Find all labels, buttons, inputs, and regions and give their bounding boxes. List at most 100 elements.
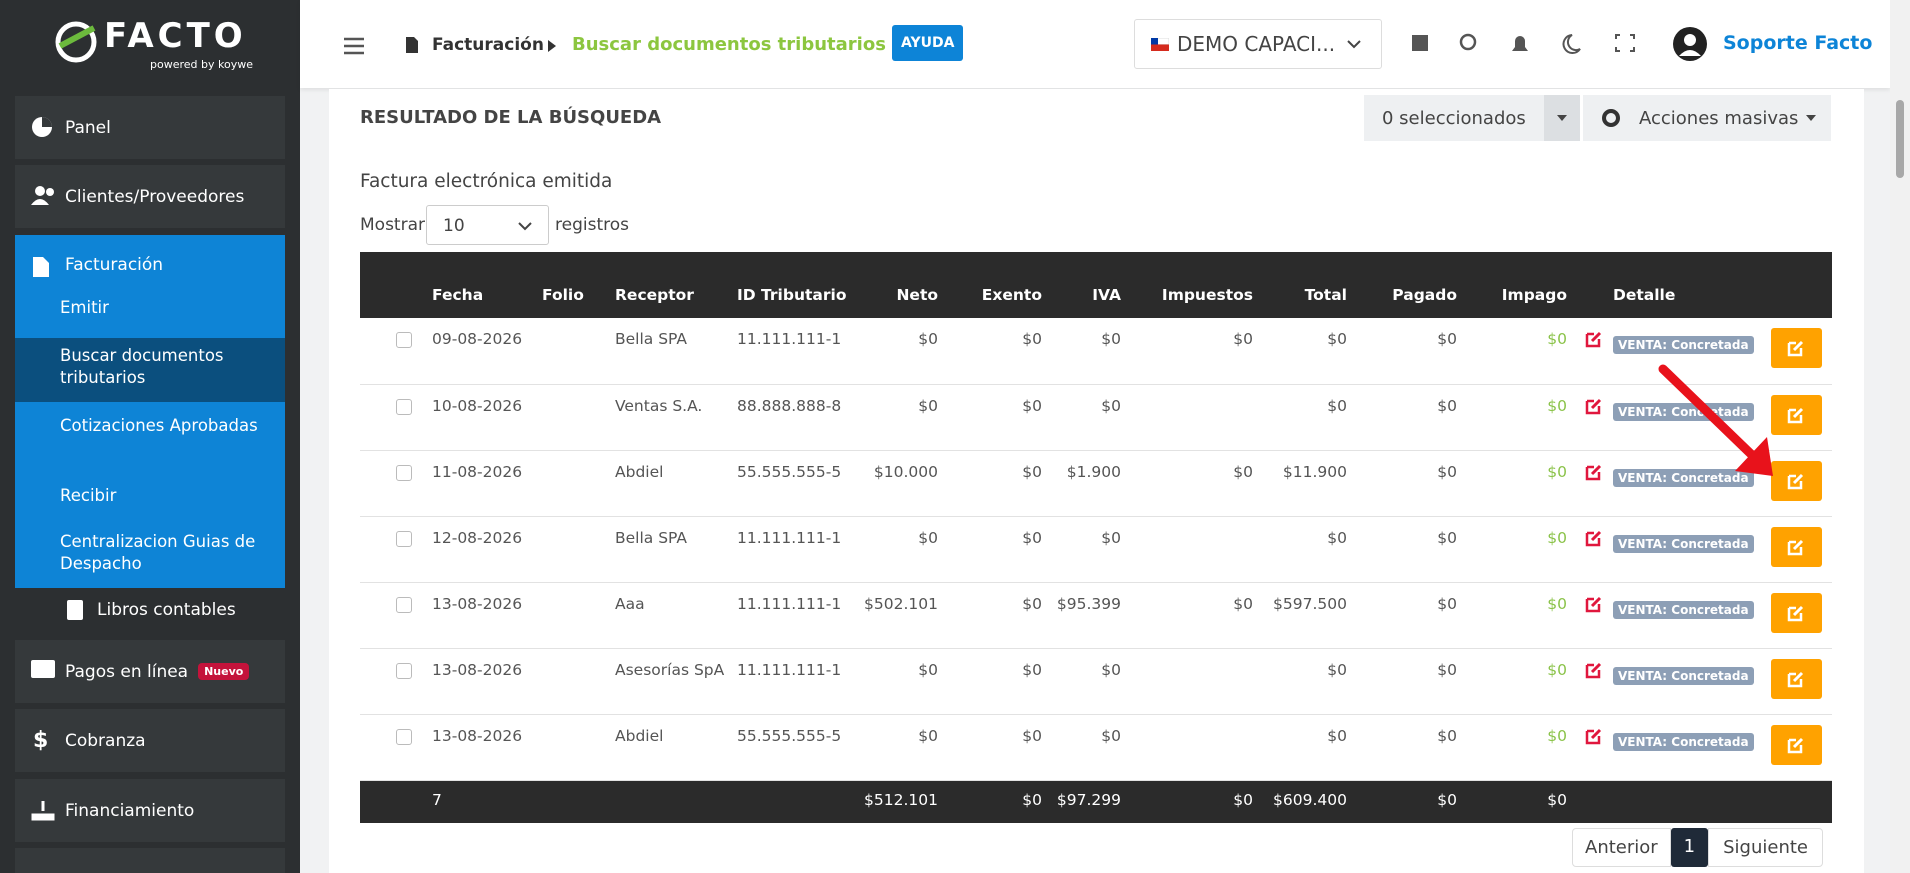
menu-item[interactable]: $ Cobranza [15,709,285,772]
menu-label: Pagos en línea [65,661,189,682]
submenu-item[interactable]: Recibir [60,486,117,505]
cell [536,648,609,715]
cell-text: 11.111.111-1 [737,594,842,613]
company-select[interactable]: DEMO CAPACI... [1134,19,1382,69]
bulk-actions[interactable]: Acciones masivas [1583,95,1831,141]
cell-text: $0 [918,330,938,348]
cell: Bella SPA [609,318,731,385]
user-name[interactable]: Soporte Facto [1723,32,1873,54]
menu-label[interactable]: Facturación [65,255,164,275]
cell-text: 13-08-2026 [432,726,523,745]
cell-text: $0 [1327,726,1347,745]
edit-button[interactable] [1771,658,1822,699]
powered-by: powered by koywe [150,58,253,71]
avatar[interactable] [1672,26,1708,62]
row-checkbox[interactable] [396,662,412,679]
table-row: 13-08-2026 Asesorías SpA 11.111.111-1 $0 $0 $… [360,648,1832,715]
edit-button[interactable] [1771,724,1822,765]
scroll-thumb[interactable] [1896,100,1904,178]
cell: 11.111.111-1 [731,648,853,715]
submenu-item[interactable]: Buscar documentos tributarios [60,346,224,387]
cell-text: $0 [1437,330,1457,348]
edit-icon[interactable] [1585,398,1603,419]
edit-icon[interactable] [1585,728,1603,749]
edit-icon[interactable] [1585,596,1603,617]
menu-item[interactable]: Clientes/Proveedores [15,165,285,228]
header-cell: Detalle [1573,252,1832,318]
cell: Bella SPA [609,516,731,583]
footer-cell [536,780,609,823]
row-checkbox[interactable] [396,398,412,415]
cell: $0 [1048,318,1127,385]
cell: $0 [853,384,944,451]
edit-button[interactable] [1771,526,1822,567]
edit-icon[interactable] [1585,331,1603,352]
submenu-item[interactable]: Emitir [60,298,109,317]
current-page[interactable]: 1 [1670,828,1709,867]
selected-count[interactable]: 0 seleccionados [1364,95,1544,141]
help-button[interactable]: AYUDA [892,25,964,61]
prev-page[interactable]: Anterior [1572,828,1671,867]
footer-cell: $97.299 [1048,780,1127,823]
row-checkbox[interactable] [396,530,412,547]
cell: $0 [1259,648,1353,715]
edit-button[interactable] [1771,592,1822,633]
cell: $0 [1463,384,1573,451]
cell-text: $0 [1101,330,1121,348]
edit-button[interactable] [1771,328,1822,368]
status-badge: VENTA: Concretada [1613,534,1754,553]
page-size-select[interactable]: 10 [426,205,549,245]
cell-text: $0 [1233,462,1253,481]
footer-cell [731,780,853,823]
breadcrumb[interactable]: Facturación [432,35,544,55]
edit-icon[interactable] [1585,464,1603,485]
cell-text: $95.399 [1056,594,1121,613]
menu-item[interactable]: Panel [15,96,285,159]
cell-text: Abdiel [615,726,664,745]
separator [548,40,556,52]
next-page[interactable]: Siguiente [1708,828,1824,867]
toolbar-icons[interactable] [1412,33,1642,57]
footer-cell: $512.101 [853,780,944,823]
row-checkbox[interactable] [396,596,412,613]
menu-item[interactable] [15,848,285,873]
menu-item[interactable]: Pagos en línea Nuevo [15,640,285,703]
submenu-item[interactable]: Cotizaciones Aprobadas [60,416,258,435]
cell: 11.111.111-1 [731,516,853,583]
scrollbar[interactable] [1890,0,1910,873]
cell: $0 [944,450,1048,517]
edit-icon[interactable] [1585,530,1603,551]
detail-cell: VENTA: Concretada [1573,714,1832,781]
header-cell: Total [1259,252,1353,318]
row-checkbox[interactable] [396,332,412,348]
status-badge: VENTA: Concretada [1613,666,1754,685]
submenu-item[interactable]: Centralizacion Guias de Despacho [60,532,256,573]
breadcrumb-current: Buscar documentos tributarios [572,34,886,55]
cell-text: $0 [1547,462,1567,481]
cell [536,318,609,385]
edit-button[interactable] [1771,460,1822,501]
cell: $0 [853,318,944,385]
cell: $0 [1463,450,1573,517]
edit-button[interactable] [1771,394,1822,435]
cell: $0 [853,516,944,583]
cell-text: $11.900 [1282,462,1347,481]
cell: $0 [1353,714,1463,781]
selected-dropdown[interactable] [1544,95,1580,141]
header-cell: Neto [853,252,944,318]
hamburger[interactable] [344,37,364,55]
menu-item[interactable]: Libros contables [15,588,285,631]
cell [1127,714,1259,781]
cell-text: $0 [1547,528,1567,547]
footer-text: $97.299 [1056,790,1121,809]
table-row: 09-08-2026 Bella SPA 11.111.111-1 $0 $0 $0 $0 $… [360,318,1832,385]
row-checkbox[interactable] [396,464,412,481]
cell-text: $1.900 [1066,462,1121,481]
cell-text: $502.101 [864,594,938,613]
menu-item[interactable]: Financiamiento [15,779,285,842]
cell: $0 [1259,516,1353,583]
table-row: 12-08-2026 Bella SPA 11.111.111-1 $0 $0 $0 $0 $… [360,516,1832,583]
edit-icon[interactable] [1585,662,1603,683]
row-checkbox[interactable] [396,728,412,745]
